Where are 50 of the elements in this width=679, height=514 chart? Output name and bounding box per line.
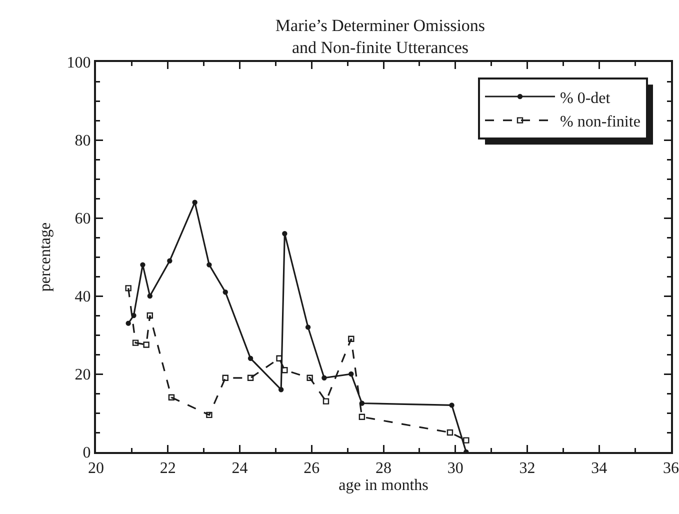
point [463, 437, 470, 444]
x-tick-label: 30 [447, 460, 464, 478]
point [449, 402, 454, 408]
y-tick-label: 0 [82, 444, 91, 462]
legend-label: % 0-det [560, 90, 611, 107]
point [126, 320, 131, 326]
point [222, 374, 228, 381]
point [348, 371, 354, 377]
x-tick-label: 24 [232, 460, 248, 478]
x-tick-label: 32 [519, 460, 536, 478]
point [322, 398, 330, 404]
x-axis-title: age in months [338, 477, 428, 494]
point [167, 258, 172, 264]
legend-label: % non-finite [560, 114, 640, 131]
chart-title: Marie’s Determiner Omissions and Non-finite Utterances [275, 16, 486, 57]
y-axis-title: percentage [37, 222, 54, 292]
point [282, 231, 288, 236]
point [348, 336, 354, 342]
point [306, 374, 313, 381]
x-tick-label: 20 [88, 460, 104, 478]
point [247, 374, 254, 381]
point [358, 414, 366, 420]
y-tick-label: 20 [74, 366, 91, 384]
x-tick-label: 26 [304, 460, 320, 478]
point [322, 375, 327, 380]
x-tick-label: 28 [376, 460, 392, 478]
point [192, 200, 198, 205]
point [132, 340, 139, 346]
point [143, 342, 150, 348]
point [168, 394, 175, 400]
point [248, 356, 254, 361]
y-tick-label: 100 [66, 54, 91, 72]
point [446, 429, 454, 436]
x-tick-label: 22 [160, 460, 176, 478]
y-tick-label: 40 [74, 288, 91, 306]
y-tick-label: 60 [74, 210, 91, 228]
point [305, 324, 311, 330]
point [278, 387, 284, 392]
point [146, 312, 154, 319]
point [140, 262, 146, 268]
y-tick-label: 80 [74, 132, 91, 150]
point [222, 290, 228, 295]
x-tick-label: 36 [663, 460, 679, 478]
point [206, 262, 212, 268]
x-tick-label: 34 [591, 460, 608, 478]
point [131, 312, 136, 318]
point [206, 412, 212, 418]
point [125, 285, 132, 292]
point [147, 293, 153, 299]
point [282, 367, 288, 374]
